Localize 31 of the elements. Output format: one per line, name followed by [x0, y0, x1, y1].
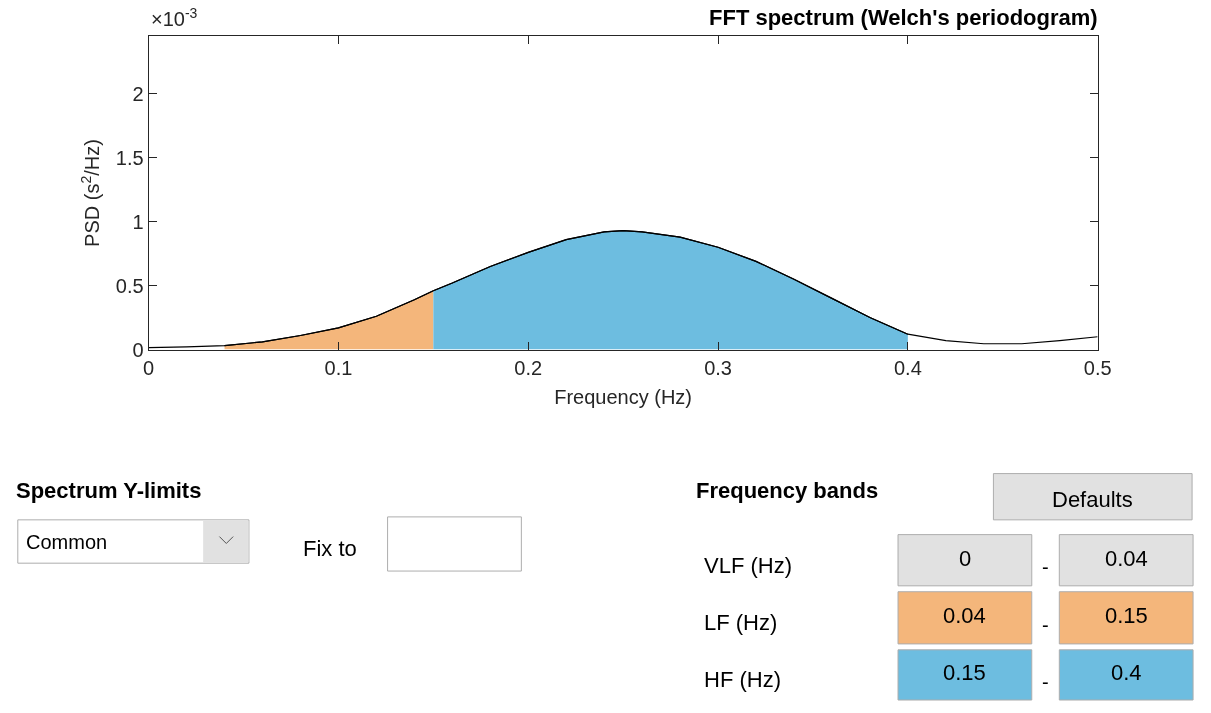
- text: 0.04: [1105, 546, 1148, 571]
- text: ×10$^{-3}$: [151, 5, 198, 31]
- text: HF (Hz): [704, 667, 781, 692]
- y-tick-label: 1: [132, 210, 144, 233]
- text: Frequency bands: [696, 478, 879, 503]
- x-tick-label: 0.2: [514, 356, 543, 379]
- text: Fix to: [303, 536, 357, 561]
- text: -: [1042, 614, 1049, 636]
- text: 0: [959, 546, 972, 571]
- x-tick-label: 0.5: [1083, 356, 1112, 379]
- text: Spectrum Y-limits: [16, 478, 202, 503]
- text: Defaults: [1052, 487, 1133, 512]
- line-series: [148, 230, 1098, 349]
- text: -: [1042, 671, 1049, 693]
- text: LF (Hz): [704, 610, 778, 635]
- y-tick-label: 2: [132, 82, 144, 105]
- y-tick-label: 0.5: [115, 274, 144, 297]
- text: 0.15: [1105, 603, 1148, 628]
- text: -: [1042, 556, 1049, 578]
- text: VLF (Hz): [704, 553, 792, 578]
- text: Common: [26, 531, 108, 553]
- chart-title: FFT spectrum (Welch's periodogram): [709, 5, 1098, 30]
- text: 0.15: [943, 660, 986, 685]
- x-tick-label: 0.1: [324, 356, 353, 379]
- x-tick-label: 0.4: [893, 356, 922, 379]
- x-axis-title: Frequency (Hz): [554, 386, 693, 409]
- y-tick-label: 1.5: [115, 146, 144, 169]
- text: 0.04: [943, 603, 986, 628]
- x-tick-label: 0.3: [704, 356, 732, 379]
- y-tick-label: 0: [132, 338, 144, 361]
- text: 0.4: [1111, 660, 1142, 685]
